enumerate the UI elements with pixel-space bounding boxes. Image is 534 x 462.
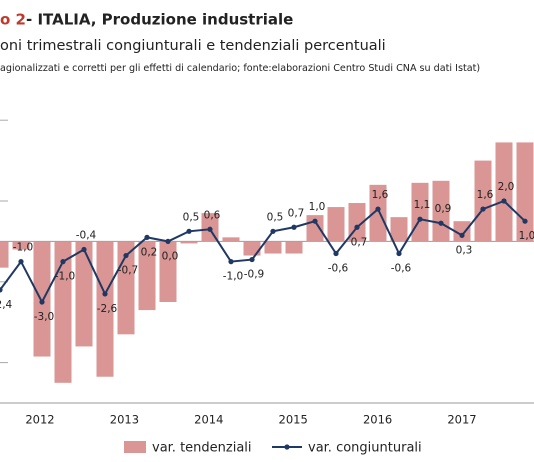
- bar: [285, 241, 303, 254]
- value-label: -2,4: [0, 299, 13, 311]
- value-label: -1,0: [13, 242, 34, 254]
- point: [249, 256, 255, 263]
- x-tick-label: 2013: [110, 413, 139, 427]
- bar: [411, 182, 429, 242]
- point: [333, 250, 339, 257]
- bar: [75, 241, 93, 347]
- value-label: 1,0: [519, 230, 534, 242]
- bar: [516, 142, 534, 242]
- point: [396, 250, 402, 257]
- chart-title: - ITALIA, Produzione industriale: [26, 11, 293, 29]
- x-tick-label: 2016: [363, 413, 392, 427]
- x-tick-label: 2015: [279, 413, 308, 427]
- value-label: 1,0: [309, 201, 326, 213]
- value-label: 0,0: [162, 250, 179, 262]
- point: [207, 226, 213, 232]
- legend-marker: [284, 444, 290, 450]
- note: agionalizzati e corretti per gli effetti…: [0, 63, 480, 74]
- value-label: -1,0: [55, 271, 76, 283]
- point: [123, 252, 129, 259]
- point: [354, 224, 360, 230]
- point: [144, 234, 150, 240]
- point: [417, 216, 423, 222]
- point: [522, 218, 528, 224]
- value-label: 1,6: [372, 189, 389, 201]
- bar: [180, 241, 198, 244]
- bar: [54, 241, 72, 383]
- point: [186, 228, 192, 234]
- value-label: -3,0: [34, 311, 55, 323]
- value-label: -0,7: [118, 265, 139, 277]
- bar: [222, 237, 240, 242]
- value-label: -0,9: [244, 269, 265, 281]
- value-label: -0,6: [328, 263, 349, 275]
- bar: [495, 142, 513, 242]
- x-tick-label: 2014: [194, 413, 223, 427]
- line: [0, 199, 526, 305]
- value-label: 0,3: [456, 244, 473, 256]
- bar: [369, 184, 387, 242]
- bar: [96, 241, 114, 377]
- title-prefix: o 2: [0, 11, 26, 29]
- bar: [243, 241, 261, 256]
- value-label: -0,4: [76, 229, 97, 241]
- point: [438, 220, 444, 226]
- point: [39, 299, 45, 305]
- bar: [390, 217, 408, 242]
- legend-label: var. tendenziali: [152, 441, 252, 456]
- point: [0, 287, 3, 293]
- value-label: 0,5: [267, 211, 284, 223]
- point: [459, 232, 465, 238]
- x-tick-label: 2012: [25, 413, 54, 427]
- point: [270, 228, 276, 234]
- value-label: -1,0: [223, 271, 244, 283]
- point: [501, 198, 507, 204]
- x-tick-label: 2017: [447, 413, 476, 427]
- legend-swatch: [124, 441, 146, 453]
- bar: [33, 241, 51, 357]
- value-label: 0,9: [435, 203, 452, 215]
- bar: [327, 207, 345, 242]
- point: [375, 206, 381, 212]
- point: [291, 224, 297, 230]
- point: [60, 259, 66, 265]
- value-label: 0,7: [351, 236, 368, 248]
- value-label: 0,2: [141, 246, 158, 258]
- legend-label: var. congiunturali: [308, 441, 422, 456]
- value-label: 1,6: [477, 189, 494, 201]
- subtitle: oni trimestrali congiunturali e tendenzi…: [0, 38, 386, 54]
- point: [228, 259, 234, 265]
- bar: [159, 241, 177, 302]
- bar: [12, 241, 30, 250]
- point: [312, 218, 318, 224]
- value-label: 2,0: [498, 181, 515, 193]
- bar: [0, 241, 9, 268]
- value-label: 1,1: [414, 199, 431, 211]
- point: [81, 246, 87, 253]
- point: [165, 238, 171, 244]
- point: [480, 206, 486, 212]
- point: [18, 259, 24, 265]
- bar: [138, 241, 156, 311]
- bar: [453, 221, 471, 242]
- value-label: 0,7: [288, 207, 305, 219]
- point: [102, 291, 108, 297]
- value-label: -2,6: [97, 303, 118, 315]
- bar: [474, 160, 492, 242]
- value-label: 0,6: [204, 209, 221, 221]
- bar: [264, 241, 282, 254]
- value-label: -0,6: [391, 263, 412, 275]
- value-label: 0,5: [183, 211, 200, 223]
